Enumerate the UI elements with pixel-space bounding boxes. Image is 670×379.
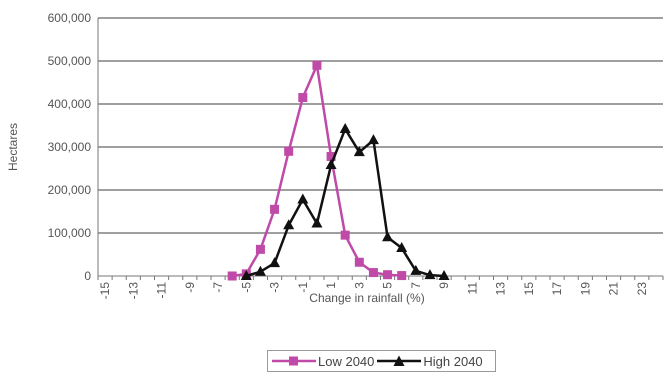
y-tick-labels: 0 100,000 200,000 300,000 400,000 500,000 600,… — [48, 11, 92, 283]
x-tick-label: 11 — [465, 282, 479, 295]
legend-label-high-2040: High 2040 — [423, 353, 483, 369]
y-tick-label: 500,000 — [48, 54, 92, 68]
data-point — [354, 257, 364, 267]
data-point — [298, 93, 308, 103]
x-tick-label: 9 — [437, 282, 451, 289]
x-tick-label: 13 — [494, 282, 508, 296]
data-point — [270, 204, 280, 214]
data-point — [240, 270, 252, 280]
data-point — [340, 230, 350, 240]
data-point — [312, 60, 322, 70]
x-tick-label: -5 — [239, 282, 253, 293]
x-tick-label: -11 — [155, 282, 169, 299]
x-tick-label: -9 — [183, 282, 197, 293]
x-tick-label: -1 — [296, 282, 310, 293]
data-point — [383, 270, 393, 280]
axes — [97, 18, 664, 280]
x-tick-label: -3 — [268, 282, 282, 293]
legend-item-high-2040: High 2040 — [377, 353, 483, 369]
y-tick-label: 300,000 — [48, 140, 92, 154]
y-tick-label: 200,000 — [48, 183, 92, 197]
x-tick-label: -13 — [126, 282, 140, 300]
legend-swatch-high-2040 — [377, 355, 422, 366]
data-point — [284, 146, 294, 156]
series-low-2040 — [227, 60, 407, 281]
data-point — [326, 151, 336, 161]
legend-label-low-2040: Low 2040 — [318, 353, 375, 369]
data-point — [382, 231, 394, 242]
data-point — [311, 217, 323, 228]
x-tick-label: 17 — [550, 282, 564, 296]
x-tick-label: 3 — [352, 282, 366, 289]
y-tick-label: 400,000 — [48, 97, 92, 111]
legend-swatch-low-2040 — [272, 356, 316, 366]
data-point — [396, 242, 408, 253]
x-tick-label: 19 — [578, 282, 592, 296]
x-tick-label: 15 — [522, 282, 536, 296]
gridlines — [98, 17, 663, 234]
series-line — [231, 64, 402, 278]
x-tick-label: 1 — [324, 282, 338, 289]
data-point — [368, 268, 378, 278]
legend: Low 2040 High 2040 — [267, 350, 496, 372]
data-point — [255, 244, 265, 254]
data-point — [397, 271, 407, 281]
data-point — [325, 159, 337, 170]
data-point — [297, 193, 309, 204]
x-tick-label: -7 — [211, 282, 225, 293]
y-tick-label: 0 — [84, 269, 91, 283]
x-tick-labels: -15 -13 -11 -9 -7 -5 -3 -1 1 3 5 7 9 11 13 15 17 19 21 23 — [98, 282, 649, 300]
x-tick-label: 7 — [409, 282, 423, 289]
data-point — [269, 257, 281, 268]
x-axis-title: Change in rainfall (%) — [309, 291, 424, 305]
x-tick-label: 21 — [607, 282, 621, 296]
data-point — [367, 134, 379, 145]
data-point — [227, 271, 237, 281]
data-point — [410, 264, 422, 275]
data-point — [353, 146, 365, 157]
data-point — [339, 122, 351, 133]
x-tick-label: 23 — [635, 282, 649, 296]
series-high-2040 — [240, 122, 450, 280]
series-layer — [227, 60, 450, 281]
y-tick-label: 600,000 — [48, 11, 92, 25]
legend-item-low-2040: Low 2040 — [272, 354, 374, 369]
y-axis-title: Hectares — [6, 123, 20, 171]
data-point — [424, 269, 436, 280]
y-tick-label: 100,000 — [48, 226, 92, 240]
data-point — [283, 219, 295, 230]
data-point — [254, 265, 266, 276]
x-tick-label: 5 — [381, 282, 395, 289]
data-point — [438, 270, 450, 280]
x-tick-label: -15 — [98, 282, 112, 300]
